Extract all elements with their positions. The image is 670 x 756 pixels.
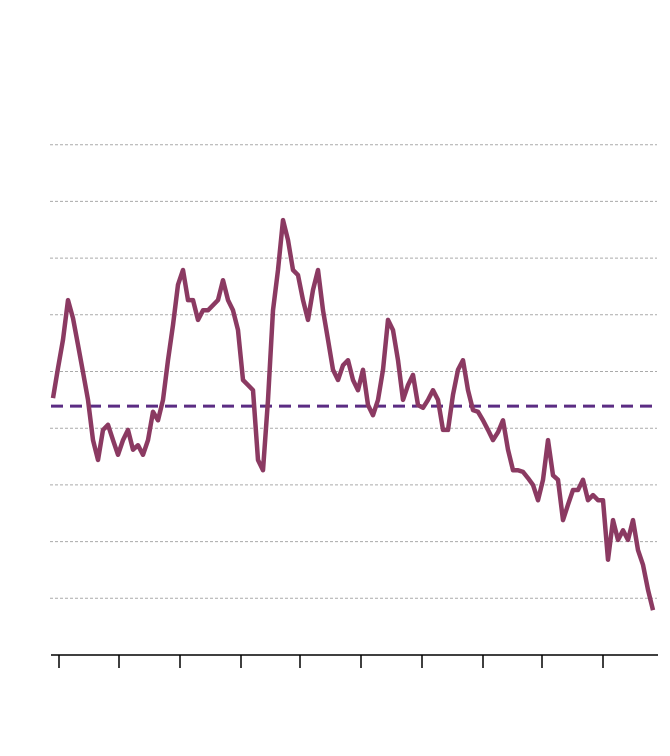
- data-line: [50, 217, 656, 611]
